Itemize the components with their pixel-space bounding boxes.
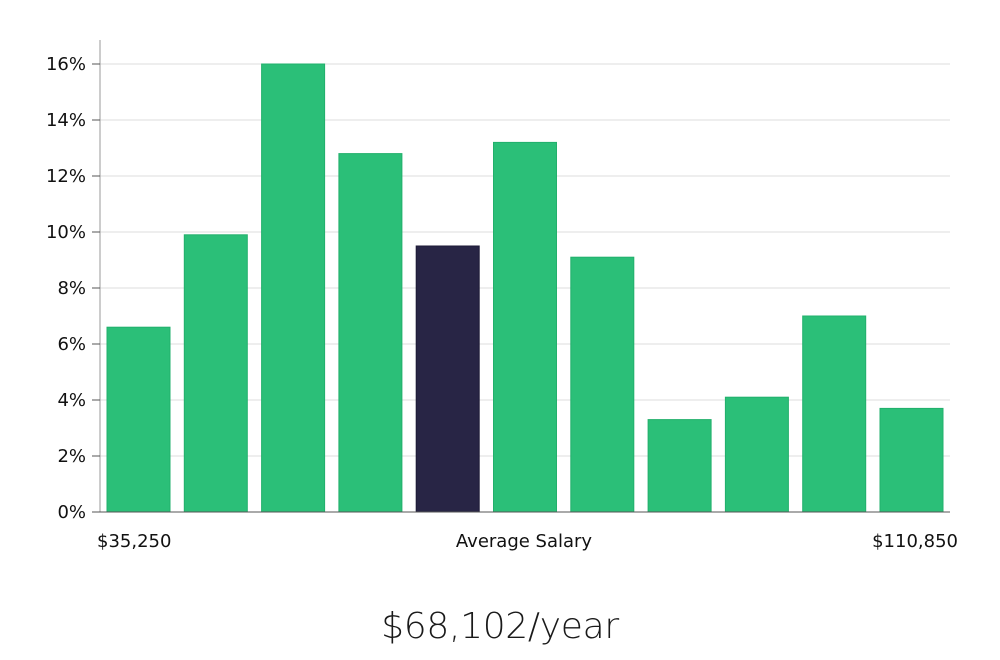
y-tick-label: 16% <box>46 54 86 75</box>
y-tick-label: 14% <box>46 110 86 131</box>
axes <box>92 40 950 513</box>
average-salary-value: $68,102/year <box>381 606 619 647</box>
salary-histogram: 0% 2% 4% 6% 8% 10% 12% 14% 16% $35,250 Average S… <box>46 40 958 552</box>
bar <box>647 419 712 513</box>
x-max-label: $110,850 <box>872 531 958 552</box>
y-tick-label: 6% <box>57 334 86 355</box>
y-tick-label: 12% <box>46 166 86 187</box>
bar <box>338 153 403 513</box>
bar <box>802 315 867 513</box>
bar <box>183 234 248 513</box>
y-tick-label: 0% <box>57 502 86 523</box>
bar <box>879 407 944 513</box>
bar-highlighted <box>415 245 480 513</box>
bar <box>724 396 789 513</box>
x-axis-label: Average Salary <box>456 531 593 552</box>
bar <box>261 63 326 513</box>
bar <box>493 141 557 513</box>
y-tick-label: 2% <box>57 446 86 467</box>
bars <box>106 63 944 513</box>
bar <box>106 326 171 513</box>
y-tick-labels: 0% 2% 4% 6% 8% 10% 12% 14% 16% <box>46 54 100 523</box>
y-tick-label: 10% <box>46 222 86 243</box>
y-tick-label: 4% <box>57 390 86 411</box>
x-min-label: $35,250 <box>97 531 171 552</box>
y-tick-label: 8% <box>57 278 86 299</box>
bar <box>570 256 635 513</box>
